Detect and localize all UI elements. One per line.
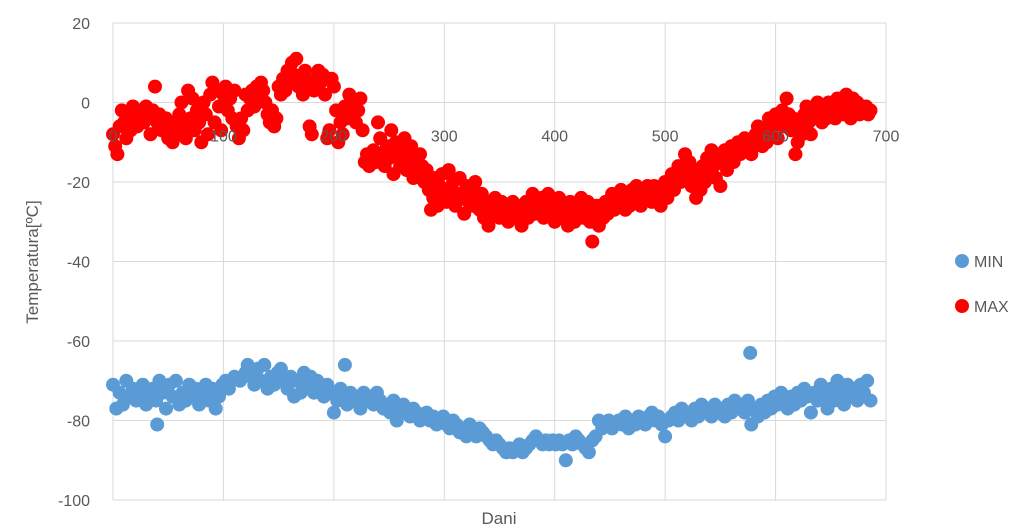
legend: MIN MAX	[955, 254, 1009, 316]
y-axis-title: Temperatura[ºC]	[23, 200, 42, 323]
legend-label-max: MAX	[974, 299, 1009, 316]
max-point	[481, 218, 496, 233]
max-point	[201, 127, 215, 142]
x-tick-label: 700	[873, 129, 900, 146]
y-tick-label: 0	[81, 96, 90, 113]
min-point	[159, 401, 173, 416]
legend-marker-max	[955, 299, 969, 313]
min-point	[658, 429, 673, 444]
min-point	[803, 405, 818, 420]
max-point	[214, 123, 229, 138]
max-point	[441, 163, 456, 178]
max-point	[803, 127, 818, 142]
max-point	[585, 234, 600, 249]
max-point	[413, 147, 427, 162]
x-tick-label: 200	[321, 129, 348, 146]
max-point	[355, 123, 370, 138]
x-tick-label: 0	[109, 129, 118, 146]
max-point	[247, 99, 262, 114]
max-point	[335, 127, 350, 142]
y-tick-label: -20	[67, 175, 90, 192]
max-point	[269, 111, 284, 126]
max-point	[148, 79, 162, 94]
min-point	[257, 357, 272, 372]
y-tick-label: 20	[72, 16, 90, 33]
legend-item-min: MIN	[955, 254, 1003, 271]
x-tick-label: 500	[652, 129, 679, 146]
min-point	[273, 361, 288, 376]
max-point	[384, 123, 399, 138]
x-tick-label: 100	[210, 129, 237, 146]
min-point	[860, 373, 875, 388]
x-axis-title: Dani	[482, 509, 517, 528]
max-point	[468, 175, 483, 189]
max-point	[353, 91, 368, 106]
y-tick-label: -80	[67, 414, 90, 431]
min-point	[326, 405, 341, 420]
x-axis-ticks: 0 100 200 300 400 500 600 700	[109, 129, 900, 146]
y-tick-label: -40	[67, 255, 90, 272]
x-tick-label: 400	[541, 129, 568, 146]
min-point	[168, 373, 183, 388]
max-point	[110, 147, 125, 162]
max-point	[770, 131, 785, 146]
min-point	[337, 357, 352, 372]
max-point	[863, 103, 878, 118]
series-max	[106, 51, 878, 249]
max-point	[779, 91, 794, 106]
max-point	[185, 91, 200, 106]
max-point	[788, 147, 803, 162]
min-point	[558, 453, 573, 468]
max-point	[298, 63, 313, 78]
legend-marker-min	[955, 254, 969, 268]
max-point	[172, 107, 187, 122]
series-min	[106, 345, 878, 468]
max-point	[304, 127, 319, 142]
max-point	[351, 103, 366, 118]
max-point	[318, 87, 332, 102]
max-point	[236, 123, 251, 138]
max-point	[256, 83, 271, 98]
min-point	[389, 413, 404, 428]
min-point	[212, 389, 226, 404]
y-axis-ticks: 20 0 -20 -40 -60 -80 -100	[58, 16, 90, 510]
max-point	[326, 79, 341, 94]
legend-item-max: MAX	[955, 299, 1009, 316]
y-tick-label: -60	[67, 334, 90, 351]
x-tick-label: 600	[762, 129, 789, 146]
max-point	[174, 95, 189, 110]
min-point	[863, 393, 878, 408]
max-point	[289, 51, 304, 66]
y-tick-label: -100	[58, 493, 90, 510]
max-point	[227, 83, 242, 98]
min-point	[150, 417, 165, 432]
min-point	[743, 345, 758, 360]
min-point	[221, 381, 236, 396]
max-point	[322, 123, 337, 138]
max-point	[143, 127, 158, 142]
min-point	[581, 445, 596, 460]
max-point	[371, 115, 385, 130]
max-point	[295, 87, 310, 102]
x-tick-label: 300	[431, 129, 458, 146]
legend-label-min: MIN	[974, 254, 1003, 271]
max-point	[713, 179, 728, 193]
min-point	[208, 401, 223, 416]
